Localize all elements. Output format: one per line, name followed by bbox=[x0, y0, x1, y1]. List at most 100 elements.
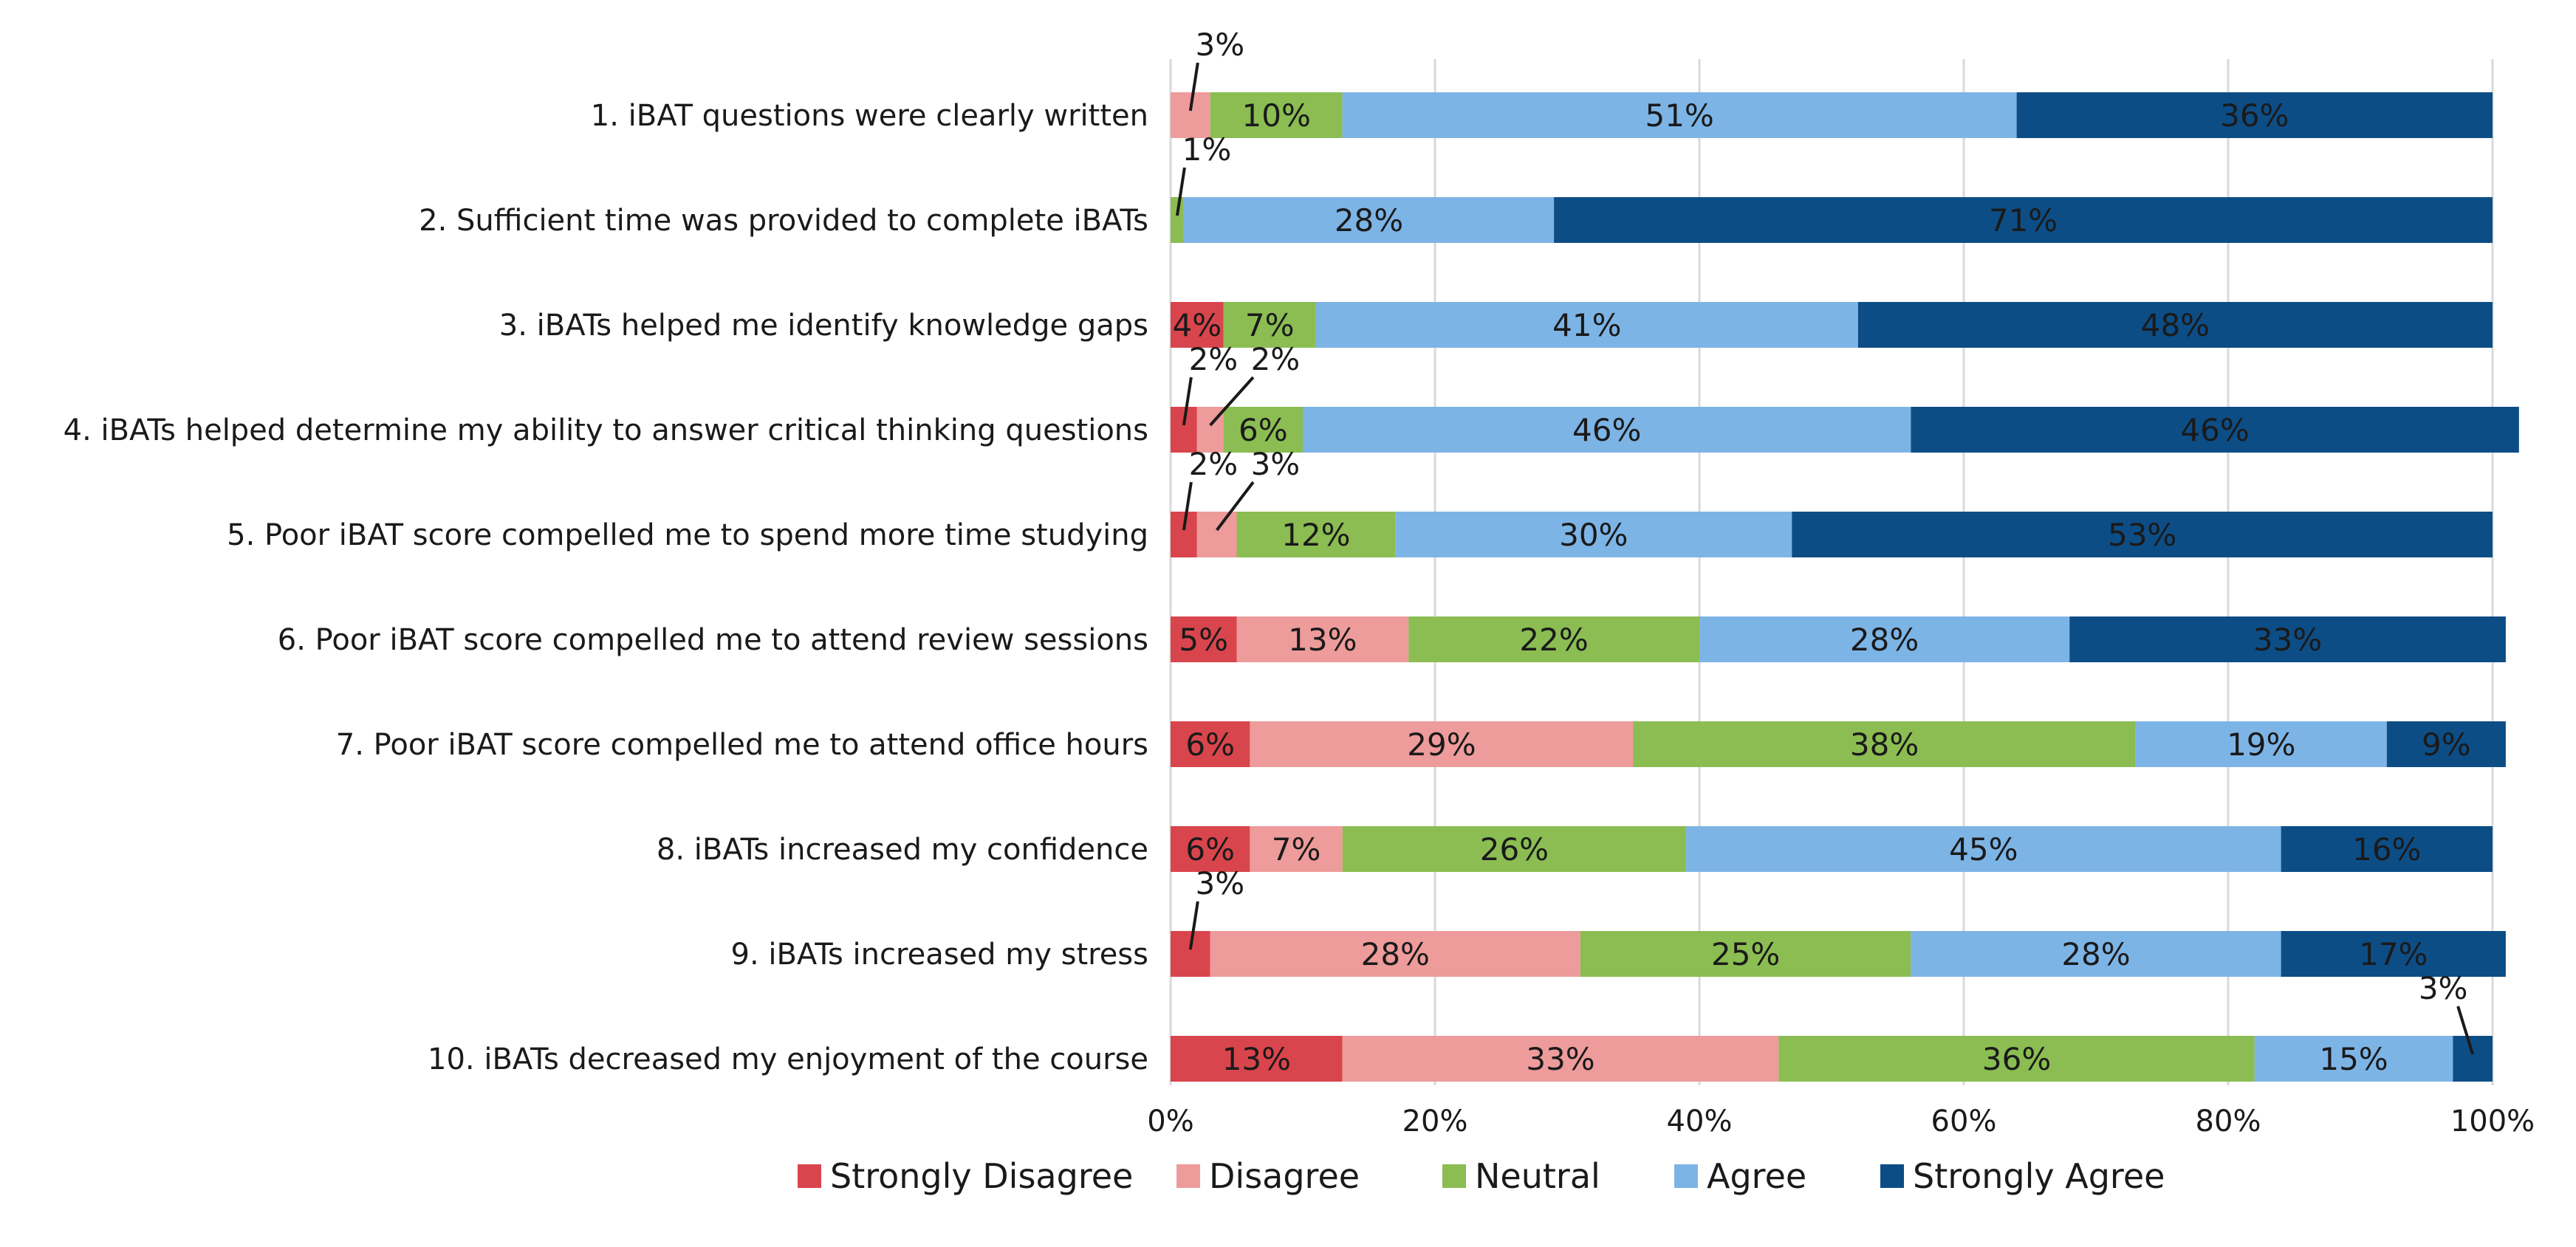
bar-segment bbox=[1699, 616, 2070, 662]
data-label: 25% bbox=[1711, 936, 1780, 972]
category-label: 1. iBAT questions were clearly written bbox=[591, 99, 1148, 133]
data-label: 28% bbox=[2061, 936, 2130, 972]
leader-line bbox=[1188, 62, 1199, 111]
data-label: 71% bbox=[1989, 202, 2058, 238]
bar-row: 12% 30% 53% 2% 3% bbox=[1171, 446, 2493, 557]
data-label: 30% bbox=[1559, 517, 1628, 553]
bar-segment bbox=[1395, 512, 1792, 557]
bar-segment bbox=[1171, 407, 1197, 453]
bar-segment bbox=[1911, 407, 2519, 453]
leader-line bbox=[1182, 481, 1193, 531]
bar-segment bbox=[1303, 407, 1911, 453]
category-label: 2. Sufficient time was provided to compl… bbox=[419, 204, 1148, 238]
bar-segment bbox=[1171, 302, 1224, 348]
bar-segment bbox=[1171, 721, 1250, 767]
data-label: 28% bbox=[1335, 202, 1403, 238]
legend-swatch bbox=[1674, 1164, 1698, 1188]
bar-segment bbox=[1686, 826, 2281, 872]
data-label: 9% bbox=[2422, 726, 2471, 763]
data-label: 51% bbox=[1645, 97, 1713, 134]
bar-segment bbox=[1171, 512, 1197, 557]
bar-row: 28% 25% 28% 17% 3% bbox=[1171, 865, 2506, 977]
bar-segment bbox=[1342, 92, 2017, 138]
category-label: 7. Poor iBAT score compelled me to atten… bbox=[336, 728, 1148, 762]
data-label: 7% bbox=[1272, 831, 1321, 868]
data-label: 28% bbox=[1361, 936, 1430, 972]
bar-segment bbox=[1210, 931, 1580, 977]
leader-line bbox=[1216, 481, 1255, 532]
bar-segment bbox=[1171, 197, 1184, 243]
data-label: 29% bbox=[1407, 726, 1476, 763]
bar-segment bbox=[1171, 826, 1250, 872]
bar-segment bbox=[2016, 92, 2493, 138]
bar-segment bbox=[1196, 512, 1237, 557]
data-label: 46% bbox=[2180, 412, 2249, 448]
bar-segment bbox=[1342, 1036, 1779, 1082]
category-label: 10. iBATs decreased my enjoyment of the … bbox=[428, 1042, 1148, 1076]
bar-row: 4% 7% 41% 48% bbox=[1171, 302, 2493, 348]
category-label: 8. iBATs increased my confidence bbox=[657, 833, 1148, 867]
data-label: 19% bbox=[2227, 726, 2295, 763]
legend: Strongly Disagree Disagree Neutral Agree Str… bbox=[798, 1156, 2165, 1196]
bar-segment bbox=[1911, 931, 2281, 977]
x-tick-label: 80% bbox=[2196, 1105, 2261, 1138]
legend-label: Neutral bbox=[1475, 1156, 1600, 1196]
data-label: 53% bbox=[2108, 517, 2176, 553]
bar-layer: 10% 51% 36% 3% 28% 71% 1% 4% 7% 41% 48% 6% 46% 46% 2% 2… bbox=[1171, 27, 2519, 1082]
leader-line bbox=[1209, 376, 1255, 427]
bar-row: 10% 51% 36% 3% bbox=[1171, 27, 2493, 138]
bar-segment bbox=[1171, 1036, 1343, 1082]
x-tick-label: 40% bbox=[1667, 1105, 1733, 1138]
bar-segment bbox=[2281, 826, 2493, 872]
legend-label: Strongly Agree bbox=[1913, 1156, 2165, 1196]
leader-line bbox=[1188, 901, 1199, 950]
x-tick-label: 100% bbox=[2450, 1105, 2535, 1138]
legend-swatch bbox=[798, 1164, 821, 1188]
data-label: 10% bbox=[1242, 97, 1311, 134]
legend-label: Disagree bbox=[1209, 1156, 1360, 1196]
data-label: 48% bbox=[2141, 307, 2210, 343]
legend-item: Neutral bbox=[1442, 1156, 1600, 1196]
data-label: 46% bbox=[1572, 412, 1641, 448]
bar-segment bbox=[1250, 721, 1634, 767]
category-labels: 1. iBAT questions were clearly written 2.… bbox=[64, 99, 1148, 1076]
data-label: 12% bbox=[1281, 517, 1350, 553]
bar-segment bbox=[2069, 616, 2506, 662]
bar-row: 13% 33% 36% 15% 3% bbox=[1171, 970, 2493, 1082]
bar-segment bbox=[1554, 197, 2493, 243]
category-label: 5. Poor iBAT score compelled me to spend… bbox=[227, 518, 1148, 552]
x-tick-label: 60% bbox=[1931, 1105, 1997, 1138]
legend-item: Strongly Agree bbox=[1880, 1156, 2165, 1196]
data-label: 6% bbox=[1185, 831, 1235, 868]
bar-segment bbox=[1633, 721, 2136, 767]
data-label: 38% bbox=[1850, 726, 1919, 763]
data-label: 3% bbox=[1196, 865, 1245, 901]
bar-segment bbox=[2281, 931, 2506, 977]
data-label: 6% bbox=[1185, 726, 1235, 763]
x-axis-ticks: 0% 20% 40% 60% 80% 100% bbox=[1147, 1105, 2535, 1138]
leader-line bbox=[1175, 167, 1186, 216]
data-label: 41% bbox=[1552, 307, 1621, 343]
bar-segment bbox=[1792, 512, 2493, 557]
bar-segment bbox=[1171, 931, 1210, 977]
data-label: 1% bbox=[1182, 131, 1232, 168]
bar-segment bbox=[1315, 302, 1858, 348]
category-label: 3. iBATs helped me identify knowledge ga… bbox=[499, 309, 1148, 343]
bar-segment bbox=[2135, 721, 2387, 767]
legend-item: Agree bbox=[1674, 1156, 1806, 1196]
x-tick-label: 0% bbox=[1147, 1105, 1193, 1138]
legend-swatch bbox=[1880, 1164, 1904, 1188]
bar-segment bbox=[1183, 197, 1555, 243]
bar-row: 6% 46% 46% 2% 2% bbox=[1171, 341, 2519, 453]
data-label: 17% bbox=[2359, 936, 2428, 972]
bar-segment bbox=[1171, 92, 1210, 138]
data-label: 3% bbox=[1251, 446, 1301, 482]
bar-row: 6% 7% 26% 45% 16% bbox=[1171, 826, 2493, 872]
data-label: 7% bbox=[1245, 307, 1295, 343]
legend-label: Agree bbox=[1707, 1156, 1806, 1196]
bar-segment bbox=[1857, 302, 2493, 348]
leader-line bbox=[1182, 377, 1193, 426]
bar-segment bbox=[1210, 92, 1343, 138]
